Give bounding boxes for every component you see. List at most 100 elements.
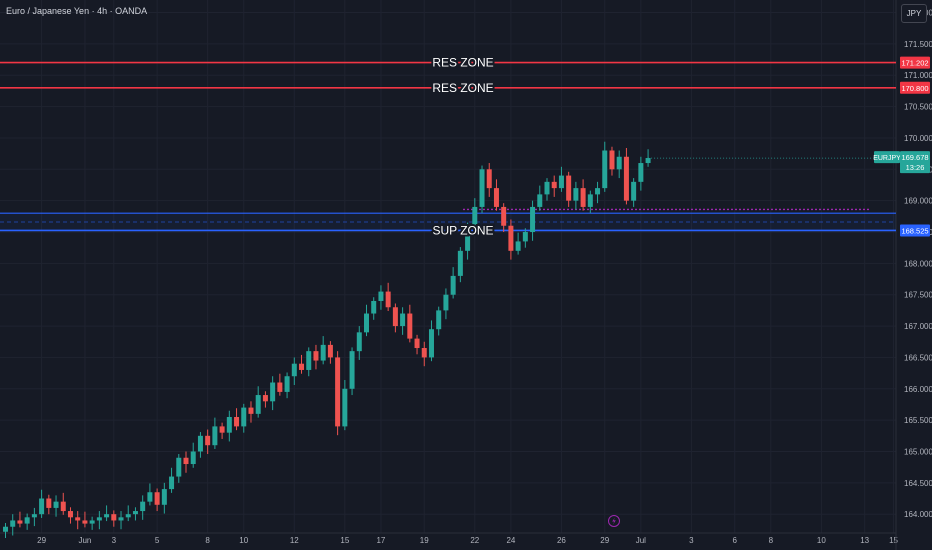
candle-body: [486, 169, 492, 189]
x-tick-label: 24: [506, 536, 515, 545]
candle-body: [176, 457, 182, 477]
candle-body: [544, 181, 550, 195]
candle-body: [248, 407, 254, 414]
candle-body: [125, 514, 131, 518]
candle-body: [234, 416, 240, 427]
candle-body: [566, 175, 572, 201]
candle-body: [291, 363, 297, 377]
x-tick-label: 3: [112, 536, 117, 545]
y-tick-label: 171.500: [904, 40, 932, 49]
candle-body: [212, 426, 218, 446]
candle-body: [623, 156, 629, 201]
candle-body: [75, 517, 81, 521]
candle-body: [595, 188, 601, 195]
y-tick-label: 165.500: [904, 416, 932, 425]
candle-body: [508, 225, 514, 251]
x-tick-label: 15: [889, 536, 898, 545]
x-tick-label: 5: [155, 536, 160, 545]
price-tag: [900, 81, 930, 94]
candle-body: [472, 206, 478, 229]
candle-body: [96, 517, 102, 521]
candle-body: [414, 338, 420, 349]
candle-body: [161, 489, 167, 505]
candle-body: [299, 363, 305, 370]
candle-body: [46, 498, 52, 508]
candle-body: [342, 388, 348, 427]
candle-body: [400, 313, 406, 327]
candle-body: [645, 158, 651, 164]
candle-body: [205, 435, 211, 446]
candle-body: [197, 435, 203, 452]
candle-body: [443, 294, 449, 311]
price-tag-label: 171.202: [901, 59, 928, 68]
candle-body: [154, 492, 160, 505]
x-tick-label: 29: [600, 536, 609, 545]
candle-body: [479, 169, 485, 207]
candle-body: [132, 511, 138, 515]
y-tick-label: 165.000: [904, 447, 932, 456]
x-tick-label: 29: [37, 536, 46, 545]
candle-body: [428, 329, 434, 358]
candle-body: [551, 181, 557, 189]
zone-label: RES ZONE: [432, 56, 493, 70]
candle-body: [313, 351, 319, 361]
candle-body: [219, 426, 225, 433]
y-tick-label: 164.500: [904, 479, 932, 488]
symbol-tag-label: EURJPY: [873, 155, 901, 162]
candle-body: [104, 514, 110, 518]
x-tick-label: Jun: [78, 536, 91, 545]
candle-body: [407, 313, 413, 339]
candle-body: [118, 517, 124, 521]
candle-body: [335, 357, 341, 427]
candle-body: [450, 275, 456, 295]
candle-body: [147, 492, 153, 502]
x-tick-label: 10: [239, 536, 248, 545]
candle-body: [501, 206, 507, 226]
currency-button[interactable]: JPY: [901, 4, 927, 23]
candle-body: [24, 517, 30, 524]
x-tick-label: 15: [340, 536, 349, 545]
price-tag: [900, 56, 930, 69]
candle-body: [457, 250, 463, 276]
chart-title: Euro / Japanese Yen · 4h · OANDA: [6, 6, 148, 16]
candle-body: [371, 300, 377, 314]
y-tick-label: 170.500: [904, 103, 932, 112]
candle-body: [587, 194, 593, 207]
y-tick-label: 166.500: [904, 353, 932, 362]
symbol-tag: [874, 151, 900, 164]
candle-body: [226, 416, 232, 433]
countdown-label: 13:26: [906, 163, 925, 172]
x-tick-label: 12: [290, 536, 299, 545]
candle-body: [169, 476, 175, 490]
x-tick-label: 6: [732, 536, 737, 545]
candle-body: [183, 457, 189, 465]
candle-body: [515, 241, 521, 251]
y-tick-label: 171.000: [904, 71, 932, 80]
candle-body: [638, 163, 644, 182]
candle-body: [356, 332, 362, 352]
candle-body: [436, 310, 442, 330]
candle-body: [10, 520, 16, 527]
candle-body: [284, 376, 290, 392]
candle-body: [392, 307, 398, 327]
candle-body: [349, 351, 355, 389]
candle-body: [190, 451, 196, 465]
candle-body: [385, 291, 391, 308]
candle-body: [255, 395, 261, 414]
zone-label: SUP ZONE: [432, 223, 493, 237]
last-price-label: 169.678: [901, 153, 928, 162]
candle-body: [17, 520, 23, 524]
candle-body: [522, 232, 528, 242]
candle-body: [89, 520, 95, 524]
y-tick-label: 167.500: [904, 291, 932, 300]
lightning-icon[interactable]: [608, 515, 620, 527]
candle-body: [140, 501, 146, 512]
x-tick-label: 22: [470, 536, 479, 545]
candle-body: [602, 150, 608, 189]
candle-body: [270, 382, 276, 402]
candle-body: [82, 520, 88, 524]
y-tick-label: 168.000: [904, 259, 932, 268]
x-tick-label: 10: [817, 536, 826, 545]
